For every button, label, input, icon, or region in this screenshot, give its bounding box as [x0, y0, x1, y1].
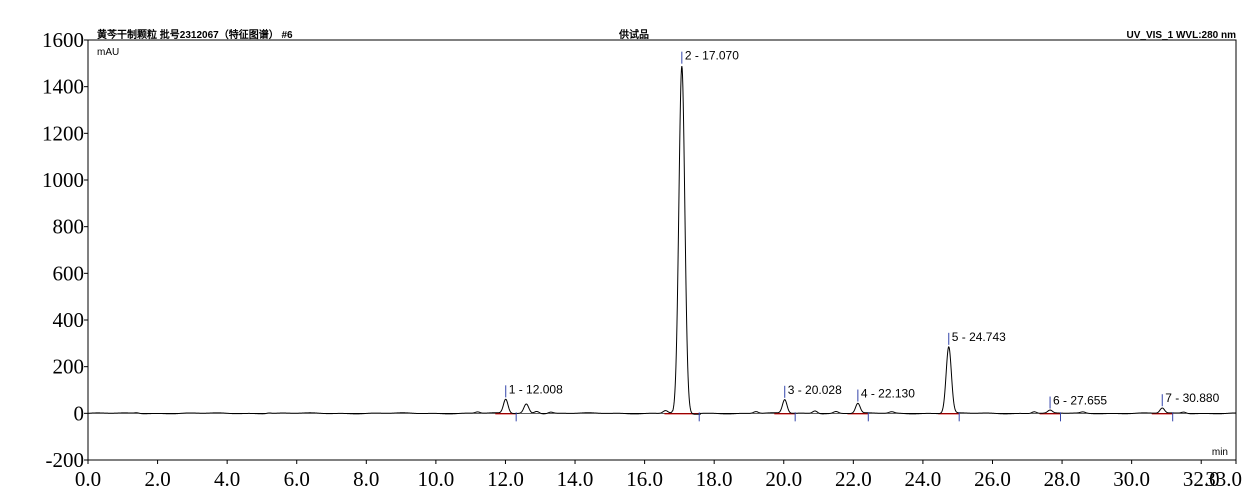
chromatogram-trace: [87, 65, 1236, 415]
x-tick-label: 32.0: [1183, 467, 1220, 491]
x-unit-label: min: [1212, 447, 1228, 458]
x-tick-label: 0.0: [75, 467, 101, 491]
x-tick-label: 26.0: [974, 467, 1011, 491]
x-tick-label: 6.0: [284, 467, 310, 491]
y-tick-label: 400: [53, 308, 85, 332]
y-tick-label: 0: [74, 401, 85, 425]
x-tick-label: 12.0: [487, 467, 524, 491]
x-tick-label: 16.0: [626, 467, 663, 491]
sample-title: 黄芩干制颗粒 批号2312067（特征图谱） #6: [97, 28, 293, 41]
peak-label: 6 - 27.655: [1053, 394, 1107, 408]
x-tick-label: 4.0: [214, 467, 240, 491]
peak-label: 7 - 30.880: [1165, 391, 1219, 405]
x-tick-label: 22.0: [835, 467, 872, 491]
peak-label: 2 - 17.070: [685, 49, 739, 63]
x-tick-label: 33.0: [1205, 467, 1242, 491]
y-tick-label: 1600: [42, 28, 84, 52]
x-tick-label: 10.0: [418, 467, 455, 491]
plot-frame: [87, 39, 1237, 461]
y-tick-label: 1400: [42, 75, 84, 99]
y-tick-label: 200: [53, 355, 85, 379]
peak-label: 3 - 20.028: [788, 383, 842, 397]
y-tick-label: -200: [46, 448, 85, 472]
x-tick-label: 14.0: [557, 467, 594, 491]
peak-label: 1 - 12.008: [509, 382, 563, 396]
x-tick-label: 8.0: [353, 467, 379, 491]
x-tick-label: 28.0: [1044, 467, 1081, 491]
detector-label: UV_VIS_1 WVL:280 nm: [1127, 30, 1237, 41]
y-tick-label: 1200: [42, 121, 84, 145]
x-tick-label: 2.0: [144, 467, 170, 491]
y-tick-label: 600: [53, 261, 85, 285]
peak-label: 5 - 24.743: [952, 330, 1006, 344]
x-tick-label: 30.0: [1113, 467, 1150, 491]
y-unit-label: mAU: [97, 47, 119, 58]
sample-type-label: 供试品: [618, 28, 649, 41]
x-tick-label: 24.0: [905, 467, 942, 491]
y-tick-label: 1000: [42, 168, 84, 192]
y-tick-label: 800: [53, 215, 85, 239]
x-tick-label: 18.0: [696, 467, 733, 491]
peak-label: 4 - 22.130: [861, 387, 915, 401]
x-tick-label: 20.0: [765, 467, 802, 491]
